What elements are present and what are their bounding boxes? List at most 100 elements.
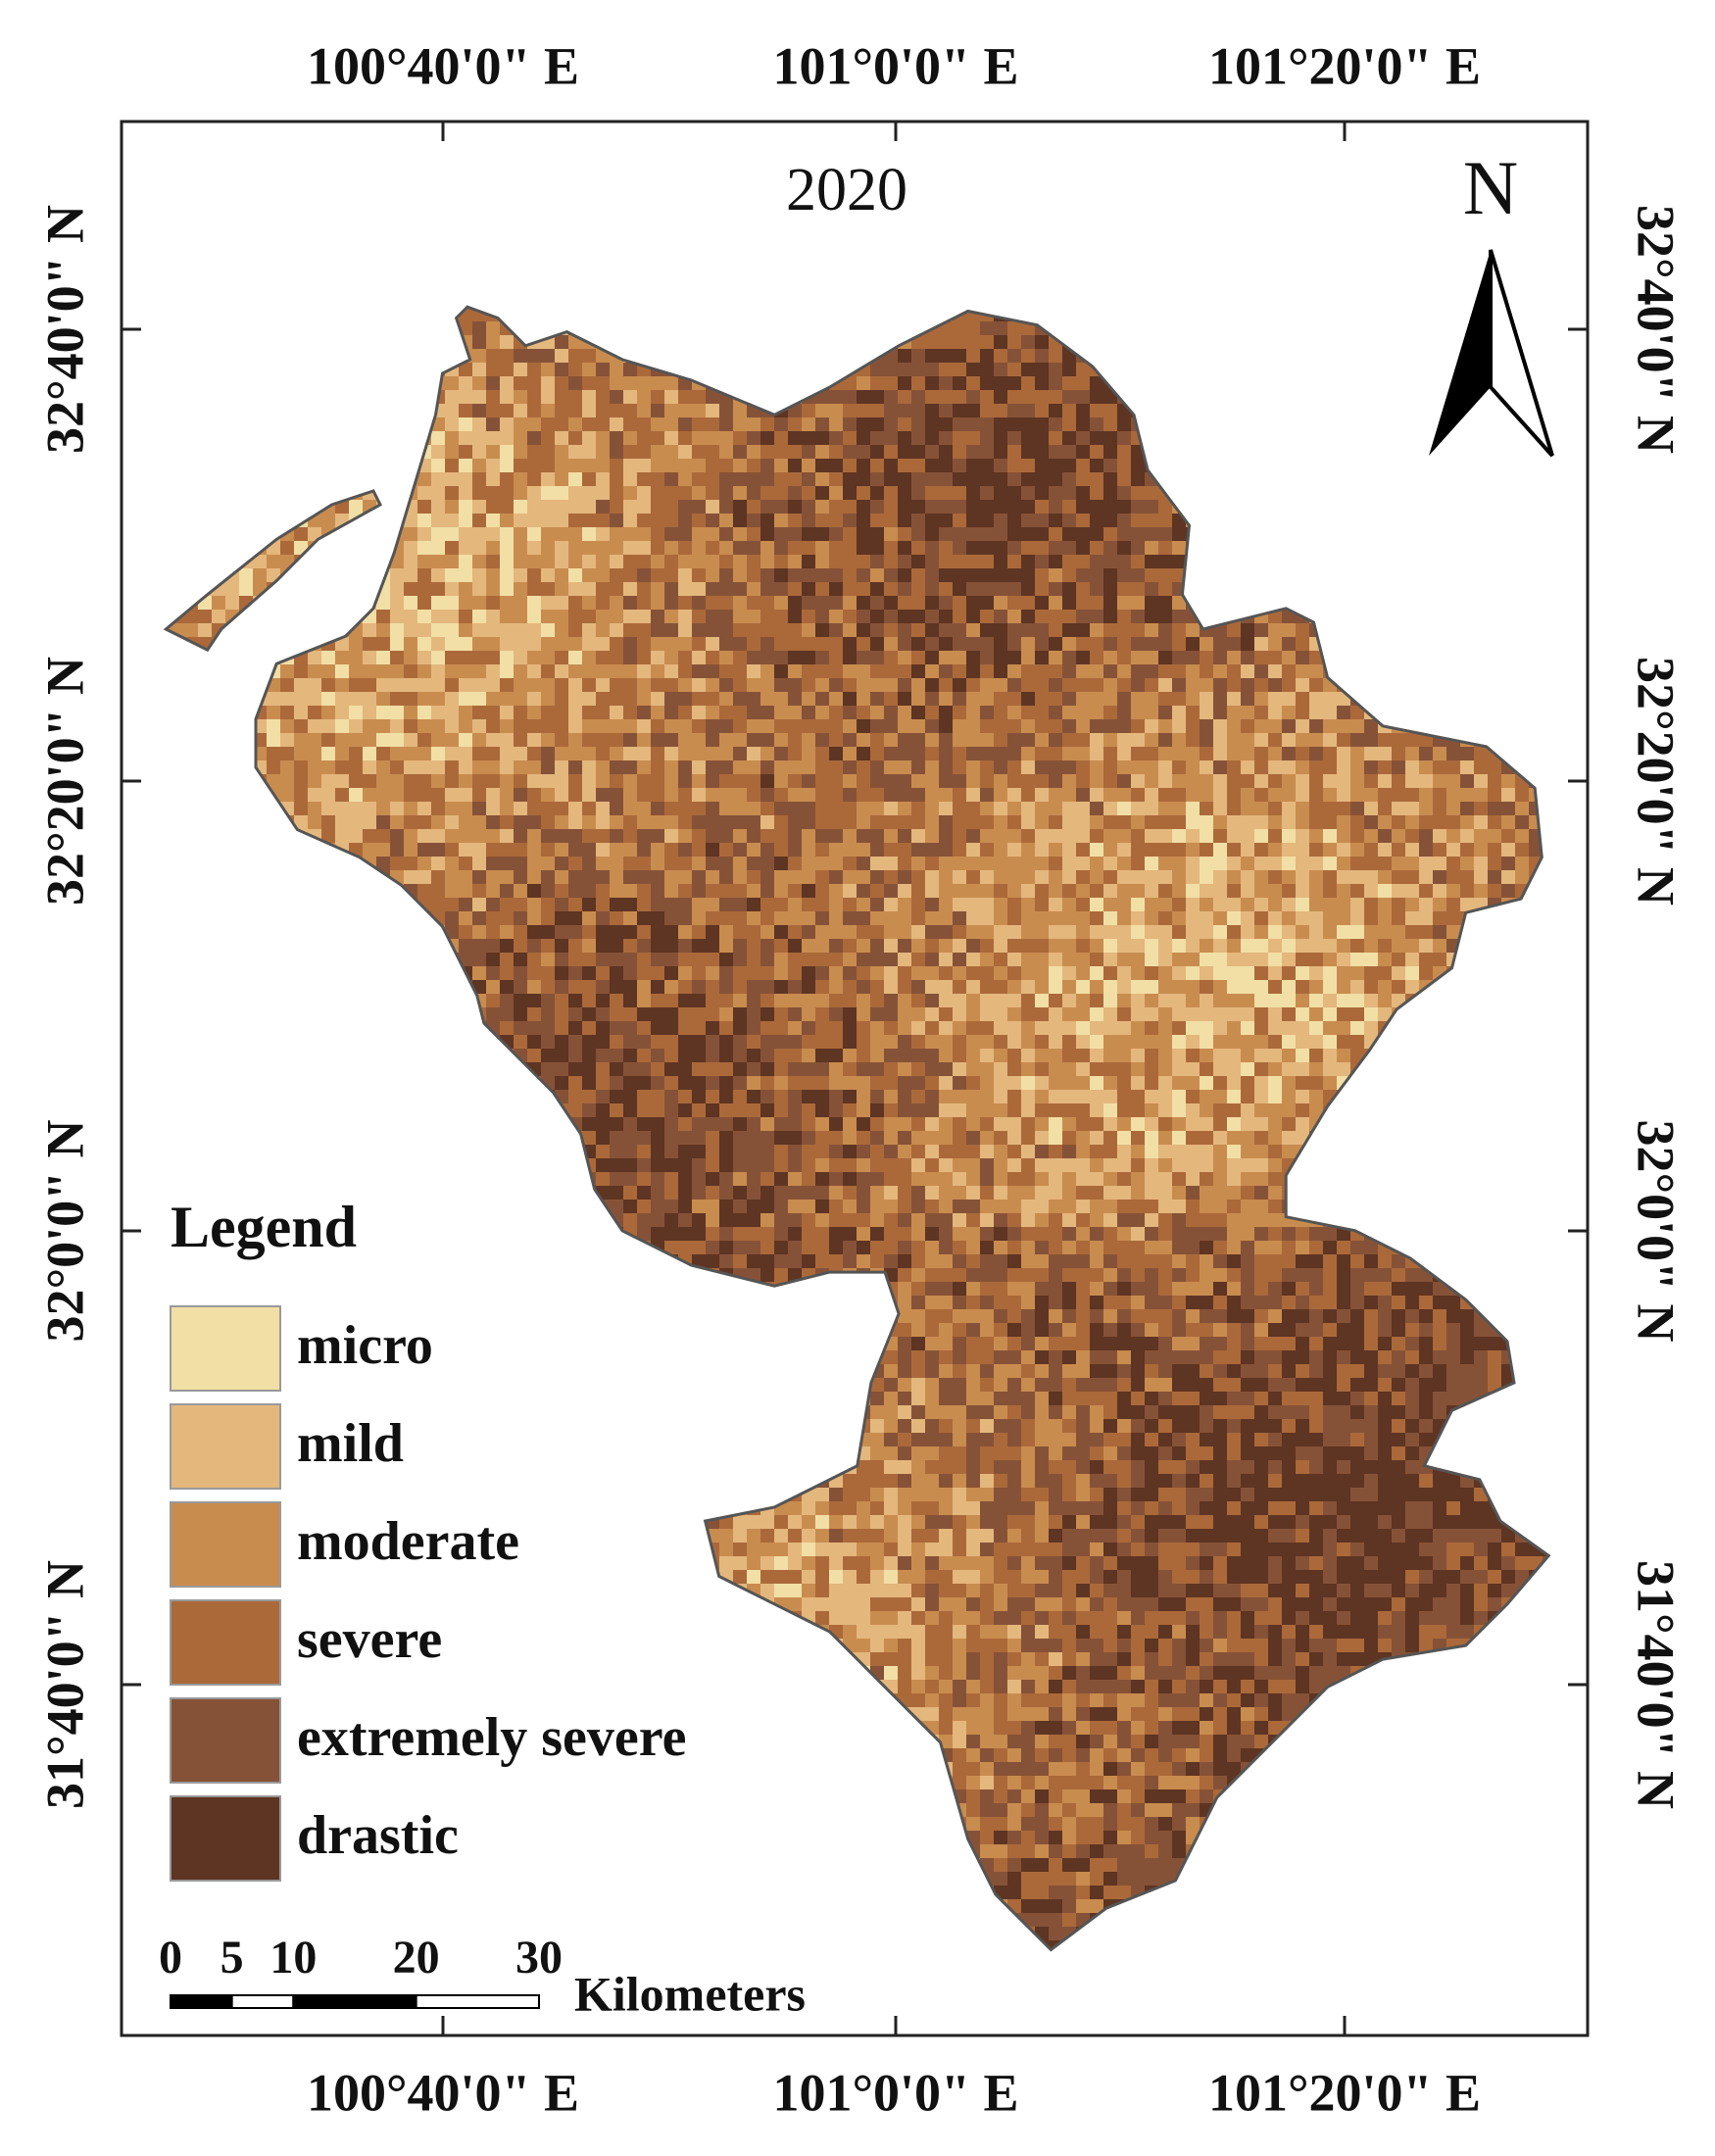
raster-cell (1296, 815, 1309, 829)
raster-cell (1062, 747, 1076, 760)
raster-cell (870, 925, 884, 939)
raster-cell (966, 321, 980, 335)
raster-cell (706, 774, 719, 788)
raster-cell (1296, 692, 1309, 706)
raster-cell (1021, 802, 1035, 815)
raster-cell (966, 431, 980, 445)
raster-cell (1035, 459, 1049, 472)
raster-cell (555, 486, 568, 500)
raster-cell (911, 843, 925, 857)
raster-cell (335, 760, 349, 774)
raster-cell (500, 843, 514, 857)
raster-cell (719, 486, 733, 500)
raster-cell (1392, 911, 1405, 925)
raster-cell (541, 788, 555, 802)
raster-cell (514, 459, 527, 472)
raster-cell (733, 857, 747, 870)
raster-cell (184, 623, 198, 637)
raster-cell (953, 568, 966, 582)
raster-cell (678, 774, 692, 788)
raster-cell (980, 925, 994, 939)
raster-cell (692, 651, 706, 664)
raster-cell (1378, 843, 1392, 857)
raster-cell (747, 486, 760, 500)
raster-cell (1515, 829, 1529, 843)
raster-cell (939, 802, 953, 815)
raster-cell (1076, 472, 1090, 486)
raster-cell (1035, 404, 1049, 417)
raster-cell (925, 390, 939, 404)
raster-cell (760, 733, 774, 747)
raster-cell (568, 664, 582, 678)
raster-cell (1021, 843, 1035, 857)
raster-cell (980, 747, 994, 760)
raster-cell (788, 692, 802, 706)
raster-cell (719, 417, 733, 431)
raster-cell (953, 911, 966, 925)
raster-cell (719, 719, 733, 733)
raster-cell (911, 733, 925, 747)
raster-cell (774, 719, 788, 733)
raster-cell (1158, 760, 1172, 774)
raster-cell (1186, 719, 1200, 733)
raster-cell (1296, 706, 1309, 719)
raster-cell (404, 788, 417, 802)
raster-cell (1241, 870, 1254, 884)
raster-cell (335, 651, 349, 664)
raster-cell (911, 541, 925, 555)
raster-cell (1021, 911, 1035, 925)
raster-cell (843, 678, 857, 692)
raster-cell (596, 472, 610, 486)
raster-cell (1282, 774, 1296, 788)
raster-cell (788, 829, 802, 843)
raster-cell (815, 911, 829, 925)
raster-cell (939, 349, 953, 363)
raster-cell (486, 747, 500, 760)
raster-cell (1035, 733, 1049, 747)
raster-cell (664, 953, 678, 966)
raster-cell (568, 568, 582, 582)
raster-cell (404, 582, 417, 596)
raster-cell (610, 651, 623, 664)
raster-cell (911, 747, 925, 760)
raster-cell (760, 486, 774, 500)
raster-cell (541, 404, 555, 417)
raster-cell (953, 678, 966, 692)
raster-cell (555, 706, 568, 719)
raster-cell (1213, 719, 1227, 733)
raster-cell (1323, 815, 1337, 829)
raster-cell (568, 610, 582, 623)
raster-cell (568, 706, 582, 719)
raster-cell (1323, 747, 1337, 760)
raster-cell (459, 472, 472, 486)
raster-cell (514, 857, 527, 870)
raster-cell (527, 610, 541, 623)
raster-cell (1446, 857, 1460, 870)
raster-cell (664, 857, 678, 870)
raster-cell (939, 568, 953, 582)
raster-cell (651, 857, 664, 870)
raster-cell (280, 774, 294, 788)
raster-cell (1172, 898, 1186, 911)
raster-cell (651, 733, 664, 747)
raster-cell (568, 431, 582, 445)
raster-cell (1364, 774, 1378, 788)
raster-cell (678, 390, 692, 404)
raster-cell (596, 514, 610, 527)
raster-cell (802, 802, 815, 815)
raster-cell (1062, 719, 1076, 733)
raster-cell (486, 953, 500, 966)
raster-cell (692, 582, 706, 596)
raster-cell (953, 596, 966, 610)
raster-cell (1049, 445, 1062, 459)
raster-cell (459, 610, 472, 623)
raster-cell (1103, 939, 1117, 953)
raster-cell (994, 335, 1007, 349)
raster-cell (706, 390, 719, 404)
raster-cell (1131, 911, 1145, 925)
raster-cell (815, 898, 829, 911)
raster-cell (1309, 857, 1323, 870)
raster-cell (774, 431, 788, 445)
raster-cell (1186, 911, 1200, 925)
raster-cell (582, 376, 596, 390)
